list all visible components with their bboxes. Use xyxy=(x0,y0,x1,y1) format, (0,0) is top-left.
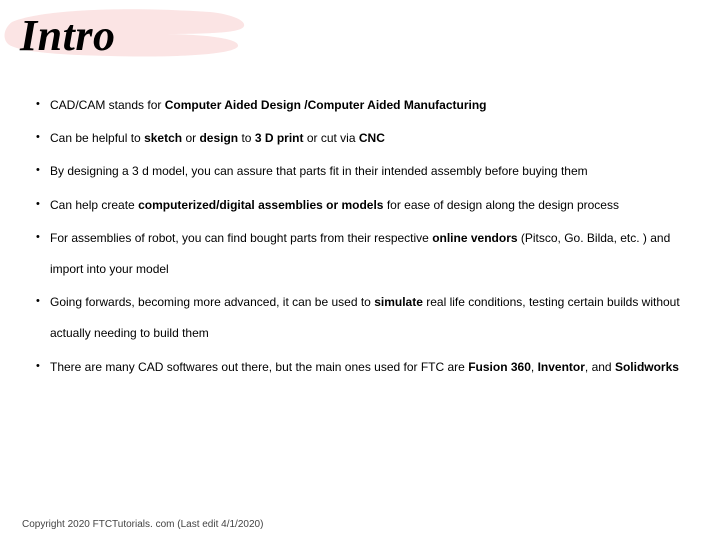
bullet-item: There are many CAD softwares out there, … xyxy=(36,352,696,383)
bold-text: Solidworks xyxy=(615,360,679,374)
body-text: CAD/CAM stands for xyxy=(50,98,165,112)
bold-text: CNC xyxy=(359,131,385,145)
bullet-item: For assemblies of robot, you can find bo… xyxy=(36,223,696,285)
body-text: There are many CAD softwares out there, … xyxy=(50,360,468,374)
bullet-list: CAD/CAM stands for Computer Aided Design… xyxy=(0,72,720,383)
bold-text: design xyxy=(199,131,241,145)
bullet-item: Can be helpful to sketch or design to 3 … xyxy=(36,123,696,154)
bullet-item: Can help create computerized/digital ass… xyxy=(36,190,696,221)
bold-text: Inventor xyxy=(538,360,585,374)
bold-text: sketch xyxy=(144,131,185,145)
slide-title: Intro xyxy=(20,10,720,61)
bold-text: simulate xyxy=(374,295,426,309)
bullet-item: Going forwards, becoming more advanced, … xyxy=(36,287,696,349)
body-text: , xyxy=(531,360,538,374)
copyright-footer: Copyright 2020 FTCTutorials. com (Last e… xyxy=(22,519,263,530)
body-text: For assemblies of robot, you can find bo… xyxy=(50,231,432,245)
body-text: Can be helpful to xyxy=(50,131,144,145)
body-text: or cut via xyxy=(307,131,359,145)
bullet-item: By designing a 3 d model, you can assure… xyxy=(36,156,696,187)
bold-text: Computer Aided Design /Computer Aided Ma… xyxy=(165,98,487,112)
body-text: to xyxy=(241,131,254,145)
title-area: Intro xyxy=(0,0,720,72)
body-text: By designing a 3 d model, you can assure… xyxy=(50,164,588,178)
body-text: or xyxy=(185,131,199,145)
body-text: Can help create xyxy=(50,198,138,212)
bullet-item: CAD/CAM stands for Computer Aided Design… xyxy=(36,90,696,121)
body-text: for ease of design along the design proc… xyxy=(387,198,619,212)
bold-text: computerized/digital assemblies or model… xyxy=(138,198,387,212)
body-text: Going forwards, becoming more advanced, … xyxy=(50,295,374,309)
bold-text: 3 D print xyxy=(255,131,307,145)
bold-text: Fusion 360 xyxy=(468,360,531,374)
bold-text: online vendors xyxy=(432,231,521,245)
body-text: , and xyxy=(585,360,615,374)
